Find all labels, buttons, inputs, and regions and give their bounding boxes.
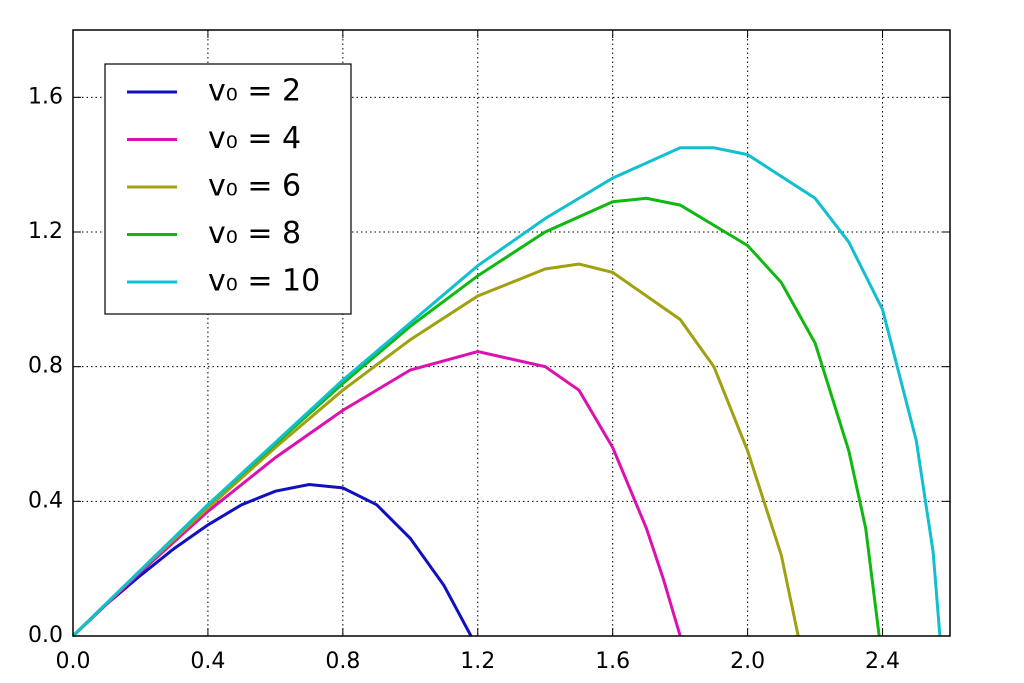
line-series (71, 349, 682, 638)
legend-label: v₀ = 10 (208, 264, 320, 299)
line-series (71, 262, 800, 638)
x-tick-label: 0.4 (190, 649, 225, 674)
plot-frame (72, 29, 951, 637)
legend-label: v₀ = 4 (208, 121, 301, 156)
legend-label: v₀ = 6 (208, 169, 301, 204)
line-series (71, 146, 942, 638)
x-tick-label: 2.4 (865, 649, 900, 674)
y-tick-label: 0.8 (28, 354, 63, 379)
legend-label: v₀ = 8 (208, 216, 301, 251)
x-tick-label: 1.6 (595, 649, 630, 674)
line-series (71, 196, 881, 638)
legend-box (104, 63, 352, 315)
y-tick-label: 0.0 (28, 623, 63, 648)
line-series (71, 482, 473, 638)
y-tick-label: 1.2 (28, 219, 63, 244)
y-tick-label: 0.4 (28, 488, 63, 513)
x-tick-label: 0.0 (56, 649, 91, 674)
x-tick-label: 1.2 (460, 649, 495, 674)
y-tick-label: 1.6 (28, 84, 63, 109)
x-tick-label: 2.0 (730, 649, 765, 674)
x-tick-label: 0.8 (325, 649, 360, 674)
legend: v₀ = 2 v₀ = 4 v₀ = 6 v₀ = 8 v₀ = 10 (104, 63, 352, 315)
legend-label: v₀ = 2 (208, 74, 301, 109)
